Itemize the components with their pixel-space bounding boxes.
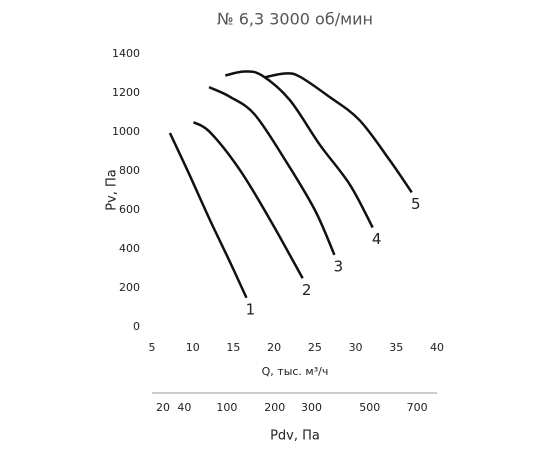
x2-tick-label: 300 [301,401,322,414]
y-tick-label: 1000 [112,125,140,138]
x2-tick-label: 40 [177,401,191,414]
x-tick-label: 20 [267,341,281,354]
x-tick-label: 35 [389,341,403,354]
y-tick-label: 0 [133,320,140,333]
curve-label: 3 [334,257,344,275]
x2-tick-label: 20 [156,401,170,414]
curve [225,70,374,229]
x-tick-label: 25 [308,341,322,354]
curve [168,132,248,299]
y-tick-label: 400 [119,242,140,255]
curve [264,72,413,194]
x2-axis-label: Pdv, Па [270,429,320,444]
x2-tick-label: 500 [359,401,380,414]
x-tick-label: 40 [430,341,444,354]
x-tick-label: 30 [349,341,363,354]
y-tick-label: 200 [119,281,140,294]
y-tick-label: 1400 [112,47,140,60]
x-axis-label: Q, тыс. м³/ч [262,365,329,378]
curve-label: 2 [302,281,312,299]
curve-label: 1 [246,300,256,318]
curve [192,121,304,279]
x-tick-label: 10 [186,341,200,354]
chart-title: № 6,3 3000 об/мин [217,10,373,29]
x2-tick-label: 700 [407,401,428,414]
y-tick-label: 800 [119,164,140,177]
y-axis-label: Pv, Па [105,169,120,211]
x-tick-label: 15 [226,341,240,354]
x-tick-label: 5 [149,341,156,354]
x2-tick-label: 100 [216,401,237,414]
x2-tick-label: 200 [264,401,285,414]
curve [208,86,336,256]
curve-label: 4 [372,230,382,248]
curve-label: 5 [411,195,421,213]
y-tick-label: 600 [119,203,140,216]
y-tick-label: 1200 [112,86,140,99]
